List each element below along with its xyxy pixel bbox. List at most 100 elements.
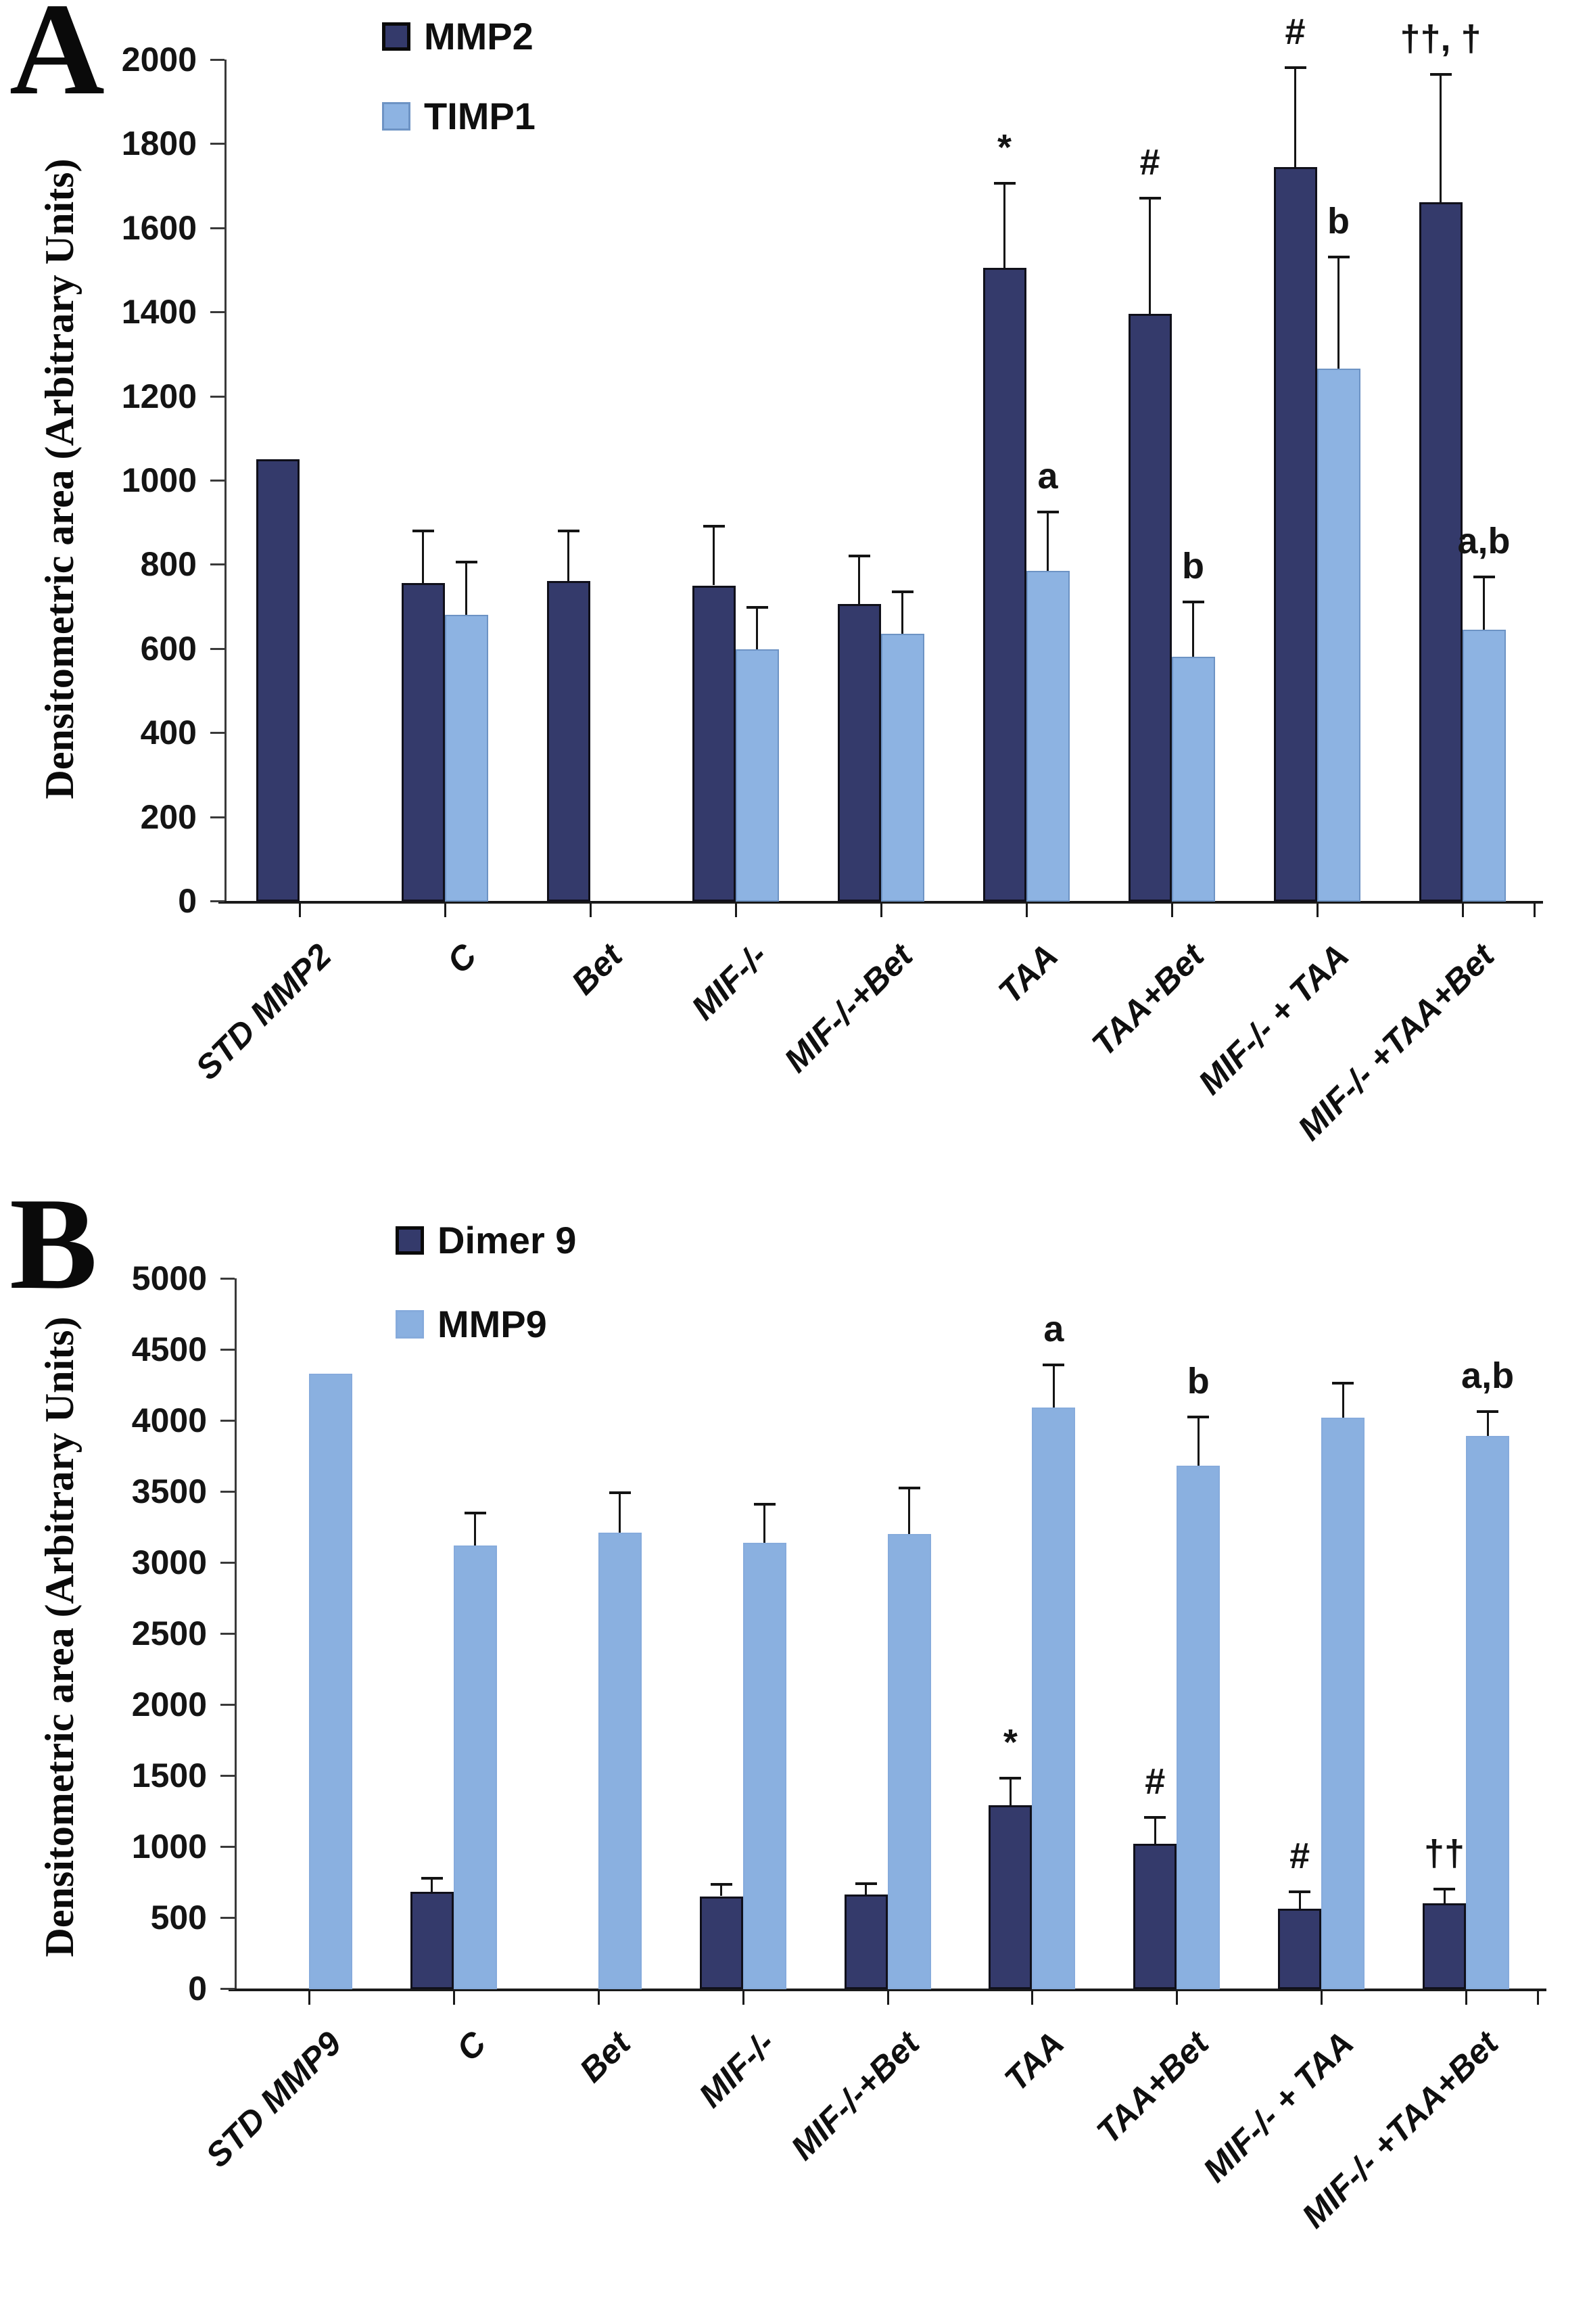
error-bar-cap — [1139, 197, 1161, 200]
bar-timp1 — [880, 634, 924, 902]
bar-mmp9 — [1032, 1408, 1076, 1989]
error-bar-line — [567, 530, 569, 582]
bar-mmp2 — [546, 581, 590, 902]
bar-mmp9 — [453, 1545, 497, 1989]
error-bar-cap — [999, 1777, 1022, 1780]
bar-mmp9 — [598, 1532, 642, 1989]
y-tick-label: 4000 — [131, 1401, 207, 1439]
y-tick-mark — [220, 1704, 235, 1706]
error-bar-cap — [1433, 1888, 1456, 1890]
error-bar-line — [865, 1883, 867, 1895]
error-bar-cap — [898, 1486, 920, 1489]
bar-annotation: a,b — [1461, 1355, 1515, 1397]
bar-annotation: ††, † — [1400, 18, 1481, 59]
error-bar-line — [1047, 511, 1049, 571]
bar-annotation: b — [1182, 546, 1204, 587]
error-bar-line — [1154, 1817, 1156, 1844]
y-tick-label: 1000 — [121, 461, 197, 499]
error-bar-line — [422, 530, 424, 584]
y-tick-mark — [210, 563, 224, 566]
bar-dimer-9 — [1423, 1903, 1467, 1989]
legend-label: Dimer 9 — [437, 1219, 577, 1261]
bar-annotation: # — [1285, 11, 1306, 53]
error-bar-line — [1443, 1889, 1446, 1903]
error-bar-cap — [455, 561, 477, 564]
y-tick-label: 0 — [188, 1970, 207, 2007]
bar-mmp2 — [1128, 314, 1172, 902]
error-bar-line — [431, 1878, 433, 1892]
bar-mmp2 — [256, 459, 300, 902]
x-tick-mark — [1316, 901, 1319, 917]
y-tick-label: 5000 — [131, 1259, 207, 1297]
error-bar-line — [1486, 1412, 1489, 1437]
bar-dimer-9 — [410, 1892, 454, 1989]
bar-mmp9 — [1321, 1417, 1365, 1989]
y-axis-line — [235, 1278, 237, 1991]
y-axis-line — [224, 60, 227, 903]
error-bar-line — [1149, 198, 1151, 315]
bar-mmp2 — [401, 583, 445, 902]
legend-label: MMP9 — [437, 1303, 547, 1345]
x-category-label: MIF-/- — [684, 936, 775, 1027]
bar-annotation: b — [1187, 1360, 1210, 1401]
error-bar-cap — [891, 590, 914, 593]
y-tick-label: 800 — [140, 545, 197, 584]
bar-annotation: # — [1145, 1761, 1166, 1802]
bar-timp1 — [1462, 629, 1506, 902]
legend-swatch — [382, 22, 410, 51]
error-bar-line — [1483, 577, 1485, 630]
y-tick-label: 1800 — [121, 124, 197, 163]
y-tick-mark — [220, 1562, 235, 1564]
bar-annotation: b — [1327, 201, 1350, 242]
error-bar-cap — [412, 529, 434, 532]
y-tick-label: 4500 — [131, 1330, 207, 1368]
y-tick-label: 500 — [150, 1899, 207, 1936]
y-tick-mark — [220, 1917, 235, 1919]
bar-dimer-9 — [989, 1805, 1033, 1989]
error-bar-line — [763, 1504, 766, 1543]
error-bar-cap — [1332, 1382, 1354, 1385]
bar-timp1 — [735, 649, 779, 902]
bar-mmp2 — [1419, 202, 1463, 902]
x-tick-mark — [1170, 901, 1173, 917]
error-bar-cap — [421, 1877, 443, 1880]
y-tick-mark — [210, 732, 224, 735]
error-bar-line — [1337, 257, 1339, 369]
error-bar-cap — [464, 1511, 486, 1514]
error-bar-cap — [993, 182, 1016, 185]
bar-timp1 — [1026, 570, 1070, 902]
legend-item: TIMP1 — [382, 97, 536, 135]
bar-timp1 — [1171, 657, 1215, 902]
y-tick-mark — [210, 647, 224, 650]
x-category-label: STD MMP2 — [188, 936, 339, 1087]
error-bar-cap — [753, 1502, 776, 1506]
error-bar-line — [1298, 1892, 1301, 1909]
error-bar-line — [1192, 602, 1194, 657]
y-tick-mark — [210, 143, 224, 145]
y-tick-label: 2000 — [121, 41, 197, 78]
y-tick-label: 1000 — [131, 1828, 207, 1865]
bar-mmp9 — [1466, 1436, 1510, 1989]
x-category-label: TAA — [997, 2024, 1072, 2099]
x-tick-mark — [1321, 1989, 1323, 2005]
bar-mmp9 — [1177, 1466, 1220, 1989]
error-bar-cap — [710, 1882, 732, 1886]
y-tick-mark — [210, 227, 224, 229]
x-category-label: Bet — [564, 936, 630, 1002]
legend-swatch — [396, 1226, 424, 1255]
error-bar-line — [756, 607, 758, 650]
y-tick-mark — [210, 816, 224, 818]
bar-annotation: †† — [1424, 1833, 1465, 1874]
y-tick-mark — [220, 1633, 235, 1635]
x-category-label: MIF-/-+Bet — [784, 2024, 927, 2168]
x-tick-mark — [597, 1989, 600, 2005]
y-tick-label: 400 — [140, 714, 197, 752]
legend-item: Dimer 9 — [396, 1222, 576, 1259]
error-bar-cap — [1043, 1364, 1065, 1367]
y-tick-mark — [210, 395, 224, 398]
bar-mmp2 — [692, 585, 736, 902]
error-bar-cap — [855, 1882, 877, 1885]
error-bar-cap — [557, 529, 579, 532]
bar-annotation: a — [1037, 455, 1058, 496]
x-category-label: MIF-/- — [692, 2024, 782, 2115]
